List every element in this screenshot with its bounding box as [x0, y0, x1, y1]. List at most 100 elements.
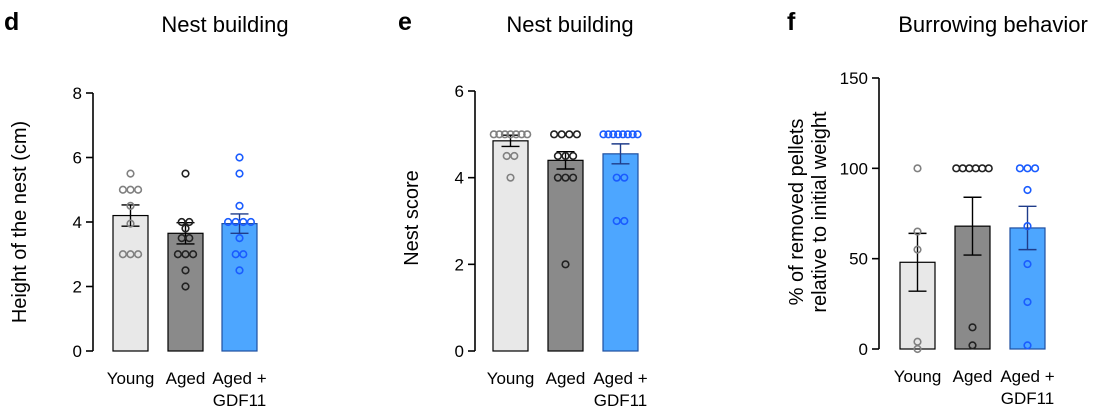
category-label: Aged [166, 369, 206, 388]
category-label-line: Aged + [593, 369, 647, 388]
data-point [618, 130, 628, 139]
data-point [1030, 164, 1040, 173]
panel-d: d Nest building Height of the nest (cm) 0 2 4… [4, 8, 289, 410]
y-tick-label: 0 [859, 340, 868, 359]
data-point [620, 216, 629, 226]
data-point [628, 130, 637, 139]
category-label-line: Aged + [1000, 367, 1054, 386]
data-point [958, 164, 967, 173]
data-point [523, 130, 532, 139]
data-point [134, 250, 143, 259]
bar [547, 159, 584, 352]
data-point [181, 169, 190, 178]
data-point [913, 245, 922, 254]
y-tick-label: 4 [455, 169, 464, 188]
data-point [952, 164, 961, 173]
category-label-line: Aged [546, 369, 586, 388]
bar [221, 223, 258, 352]
data-point [557, 130, 566, 139]
data-point [549, 130, 559, 139]
category-label-line: GDF11 [594, 391, 648, 410]
data-point [968, 323, 977, 332]
y-tick-label: 50 [849, 250, 868, 269]
y-axis-label: % of removed pelletsrelative to initial … [786, 111, 831, 313]
data-point [613, 130, 623, 139]
data-point [118, 250, 127, 259]
bar [492, 140, 529, 352]
y-tick-label: 0 [455, 342, 464, 361]
y-axis-label: Nest score [401, 170, 423, 266]
data-point [126, 201, 135, 210]
data-point [517, 130, 526, 139]
data-point [568, 151, 578, 161]
data-point [495, 130, 504, 139]
panel-title: Burrowing behavior [898, 12, 1088, 37]
category-label: Aged + GDF11 [1000, 367, 1054, 408]
category-label: Young [487, 369, 535, 388]
data-point [968, 341, 977, 350]
category-label-line: Young [487, 369, 535, 388]
y-tick-label: 8 [73, 84, 82, 103]
data-point [118, 185, 127, 194]
data-point [1023, 297, 1032, 307]
data-point [126, 185, 135, 194]
data-point [239, 217, 248, 227]
data-point [500, 130, 510, 139]
data-point [633, 130, 642, 139]
panel-letter: f [787, 8, 796, 36]
data-point [1023, 185, 1032, 195]
data-point [173, 250, 182, 259]
data-point [978, 164, 987, 173]
data-point [511, 130, 521, 139]
data-point [224, 217, 233, 227]
y-tick-label: 0 [73, 342, 82, 361]
category-label-line: Aged [953, 367, 993, 386]
data-point [609, 130, 618, 139]
data-point [913, 227, 922, 236]
y-tick-label: 150 [840, 69, 868, 88]
category-label-line: GDF11 [1001, 389, 1055, 408]
category-label: Young [894, 367, 942, 386]
y-axis-label-line: Nest score [401, 170, 423, 266]
data-point [623, 130, 632, 139]
y-axis-label-line: Height of the nest (cm) [9, 121, 31, 323]
bar [112, 214, 149, 352]
data-point [620, 173, 629, 182]
data-point [965, 164, 974, 173]
category-label: Young [107, 369, 155, 388]
category-label: Aged [953, 367, 993, 386]
data-point [246, 217, 255, 227]
data-point [181, 224, 190, 233]
data-point [612, 173, 621, 182]
data-point [235, 169, 244, 178]
data-point [231, 217, 240, 227]
y-tick-label: 6 [73, 149, 82, 168]
data-point [185, 217, 194, 227]
data-point [189, 250, 198, 259]
data-point [612, 216, 621, 226]
data-point [134, 185, 143, 194]
bar [167, 232, 204, 352]
category-label-line: Aged [166, 369, 206, 388]
data-point [599, 130, 608, 139]
data-point [185, 234, 194, 243]
data-point [1023, 164, 1032, 173]
category-label-line: GDF11 [213, 391, 267, 410]
bar [602, 153, 639, 352]
data-point [1023, 341, 1032, 350]
y-tick-label: 2 [455, 255, 464, 274]
data-point [181, 250, 190, 259]
data-point [604, 130, 613, 139]
data-point [971, 164, 980, 173]
category-label-line: Young [894, 367, 942, 386]
y-tick-label: 6 [455, 82, 464, 101]
data-point [1023, 222, 1032, 231]
data-point [561, 151, 570, 161]
data-point [181, 266, 190, 275]
y-tick-label: 4 [73, 213, 82, 232]
y-axis-label: Height of the nest (cm) [9, 121, 31, 323]
y-axis-label-line: % of removed pellets [786, 119, 808, 306]
data-point [1023, 259, 1032, 269]
data-point [126, 219, 135, 228]
data-point [561, 260, 570, 269]
